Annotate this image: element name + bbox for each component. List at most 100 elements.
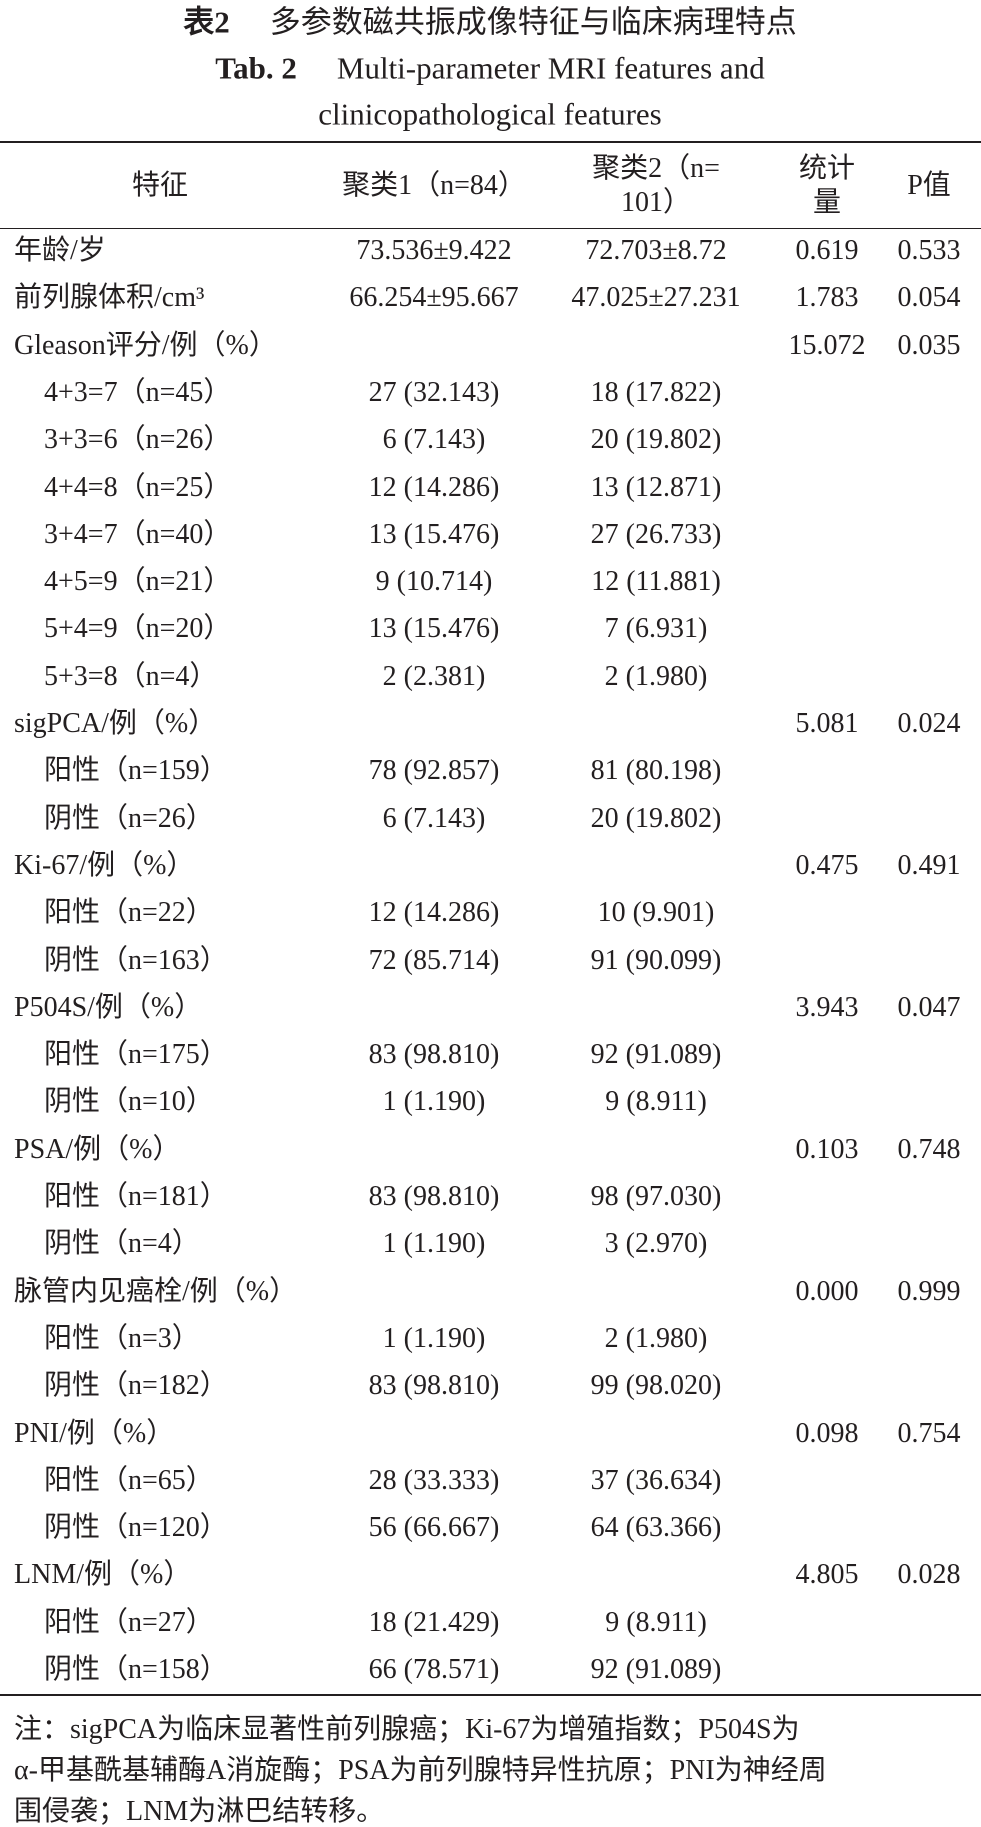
cell-cluster2: 12 (11.881): [591, 566, 721, 598]
cell-cluster2: 20 (19.802): [590, 424, 722, 456]
note-line: 注：sigPCA为临床显著性前列腺癌；Ki-67为增殖指数；P504S为: [14, 1714, 800, 1745]
row-sublabel: 阳性（n=65）: [44, 1464, 214, 1496]
cell-statistic: 3.943: [795, 991, 859, 1023]
cell-cluster1: 83 (98.810): [368, 1370, 500, 1402]
cell-cluster1: 18 (21.429): [368, 1606, 500, 1638]
cell-cluster1: 13 (15.476): [368, 613, 500, 645]
table-label-en: Tab. 2: [215, 50, 297, 86]
note-line: 围侵袭；LNM为淋巴结转移。: [14, 1796, 385, 1827]
row-sublabel: 阴性（n=4）: [44, 1228, 200, 1260]
cell-cluster2: 20 (19.802): [590, 802, 722, 834]
cell-p: 0.533: [897, 235, 961, 266]
cell-statistic: 0.103: [795, 1133, 859, 1165]
cell-cluster2: 9 (8.911): [605, 1606, 707, 1638]
cell-cluster2: 98 (97.030): [590, 1181, 722, 1212]
row-sublabel: 阳性（n=22）: [44, 897, 214, 929]
cell-cluster1: 72 (85.714): [368, 944, 500, 976]
title-en-line: clinicopathological features: [318, 96, 662, 132]
row-sublabel: 阴性（n=10）: [44, 1086, 214, 1118]
column-header: 101）: [620, 187, 692, 218]
row-label: sigPCA/例（%）: [14, 708, 217, 739]
cell-cluster2: 91 (90.099): [590, 944, 722, 976]
row-sublabel: 3+3=6（n=26）: [44, 424, 232, 456]
cell-cluster1: 83 (98.810): [368, 1039, 500, 1071]
cell-cluster2: 9 (8.911): [605, 1086, 707, 1118]
top-rule: [0, 141, 981, 143]
cell-cluster2: 37 (36.634): [590, 1464, 722, 1496]
cell-statistic: 0.098: [795, 1417, 859, 1449]
cell-p: 0.028: [897, 1559, 961, 1591]
row-sublabel: 阳性（n=27）: [44, 1606, 214, 1638]
row-label: 脉管内见癌栓/例（%）: [14, 1275, 298, 1307]
row-sublabel: 4+5=9（n=21）: [44, 566, 232, 598]
cell-cluster2: 81 (80.198): [590, 755, 722, 787]
table-label-cn: 表2: [183, 4, 230, 40]
cell-cluster1: 28 (33.333): [368, 1464, 500, 1496]
title-text-en: Multi-parameter MRI features and: [336, 50, 765, 86]
cell-cluster2: 2 (1.980): [604, 1322, 708, 1354]
cell-statistic: 0.000: [795, 1275, 859, 1307]
row-sublabel: 阳性（n=3）: [44, 1322, 200, 1354]
cell-cluster1: 1 (1.190): [382, 1086, 486, 1118]
cell-cluster2: 99 (98.020): [590, 1370, 722, 1402]
cell-cluster1: 6 (7.143): [382, 424, 486, 456]
cell-cluster2: 10 (9.901): [597, 897, 715, 929]
cell-cluster2: 92 (91.089): [590, 1039, 722, 1071]
row-sublabel: 阳性（n=181）: [44, 1181, 228, 1212]
title-cn: 表2 多参数磁共振成像特征与临床病理特点: [183, 7, 797, 38]
title-text-cn: 多参数磁共振成像特征与临床病理特点: [269, 4, 797, 40]
row-sublabel: 阴性（n=120）: [44, 1512, 228, 1544]
row-label: Ki-67/例（%）: [14, 849, 195, 881]
cell-cluster2: 3 (2.970): [604, 1228, 708, 1260]
row-label: 前列腺体积/cm³: [14, 282, 205, 314]
cell-p: 0.754: [897, 1417, 961, 1449]
row-sublabel: 4+3=7（n=45）: [44, 376, 232, 408]
row-sublabel: 5+4=9（n=20）: [44, 613, 232, 645]
cell-cluster2: 13 (12.871): [590, 471, 722, 503]
cell-cluster1: 1 (1.190): [382, 1322, 486, 1354]
cell-p: 0.491: [897, 849, 961, 881]
cell-p: 0.999: [897, 1275, 961, 1307]
cell-p: 0.047: [897, 991, 961, 1023]
cell-cluster1: 27 (32.143): [368, 376, 500, 408]
header-rule: [0, 228, 981, 229]
bottom-rule: [0, 1694, 981, 1696]
cell-cluster1: 1 (1.190): [382, 1228, 486, 1260]
row-sublabel: 阴性（n=26）: [44, 802, 214, 834]
cell-cluster2: 2 (1.980): [604, 660, 708, 692]
row-sublabel: 阳性（n=159）: [44, 755, 228, 787]
title-en-line: Tab. 2 Multi-parameter MRI features and: [215, 53, 764, 84]
cell-p: 0.024: [897, 708, 961, 739]
row-label: LNM/例（%）: [14, 1559, 192, 1591]
cell-cluster2: 7 (6.931): [604, 613, 708, 645]
cell-cluster2: 64 (63.366): [590, 1512, 722, 1544]
row-label: Gleason评分/例（%）: [14, 329, 277, 361]
cell-cluster2: 18 (17.822): [590, 376, 722, 408]
cell-cluster1: 13 (15.476): [368, 518, 500, 550]
cell-statistic: 0.619: [795, 235, 859, 266]
column-header: 特征: [131, 170, 189, 201]
row-label: PSA/例（%）: [14, 1133, 181, 1165]
row-sublabel: 阳性（n=175）: [44, 1039, 228, 1071]
cell-statistic: 5.081: [795, 708, 859, 739]
cell-cluster2: 72.703±8.72: [585, 235, 727, 266]
cell-cluster2: 92 (91.089): [590, 1654, 722, 1685]
cell-statistic: 4.805: [795, 1559, 859, 1591]
cell-cluster2: 47.025±27.231: [571, 282, 741, 314]
column-header: P值: [907, 170, 951, 201]
cell-p: 0.748: [897, 1133, 961, 1165]
cell-cluster1: 66.254±95.667: [349, 282, 519, 314]
cell-cluster1: 12 (14.286): [368, 897, 500, 929]
column-header: 量: [812, 187, 842, 218]
cell-statistic: 15.072: [788, 329, 866, 361]
column-header: 统计: [798, 153, 856, 184]
row-label: P504S/例（%）: [14, 991, 203, 1023]
cell-cluster1: 78 (92.857): [368, 755, 500, 787]
row-sublabel: 阴性（n=158）: [44, 1654, 228, 1685]
row-label: 年龄/岁: [14, 235, 106, 266]
cell-p: 0.035: [897, 329, 961, 361]
cell-statistic: 0.475: [795, 849, 859, 881]
cell-cluster1: 12 (14.286): [368, 471, 500, 503]
cell-cluster1: 6 (7.143): [382, 802, 486, 834]
